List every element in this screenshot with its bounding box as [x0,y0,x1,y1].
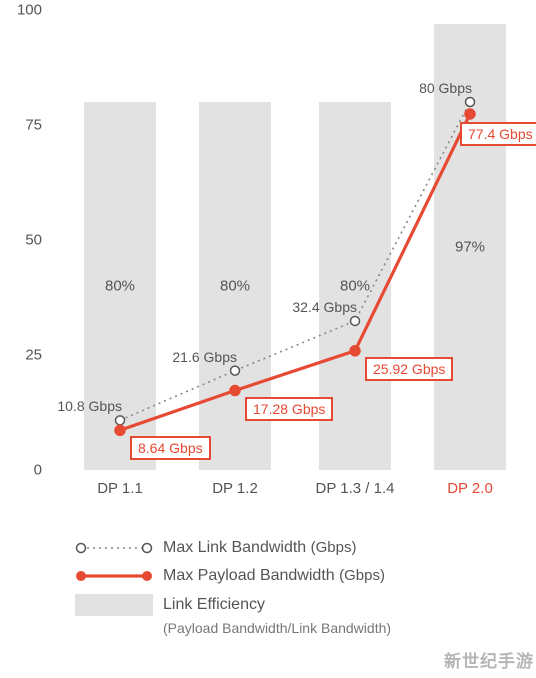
link-bandwidth-label: 32.4 Gbps [292,299,357,315]
link-bandwidth-label: 80 Gbps [419,80,472,96]
legend-payload-label: Max Payload Bandwidth [163,567,335,584]
legend-link-label: Max Link Bandwidth [163,539,306,556]
x-category: DP 1.2 [212,480,258,497]
y-tick: 75 [25,117,42,134]
payload-bandwidth-label: 17.28 Gbps [245,397,333,421]
y-tick: 50 [25,232,42,249]
legend-item-efficiency: Link Efficiency [75,594,515,616]
legend: Max Link Bandwidth (Gbps) Max Payload Ba… [75,530,515,636]
chart-area: 80%80%80%97% 10.8 Gbps21.6 Gbps32.4 Gbps… [55,10,515,470]
watermark: 新世纪手游 [444,647,534,672]
legend-payload-swatch [75,566,153,586]
legend-link-units: (Gbps) [311,539,357,556]
legend-item-payload: Max Payload Bandwidth (Gbps) [75,566,515,586]
link-bandwidth-label: 10.8 Gbps [57,398,122,414]
x-category: DP 2.0 [447,480,493,497]
legend-efficiency-sub: (Payload Bandwidth/Link Bandwidth) [163,620,515,636]
x-category: DP 1.3 / 1.4 [316,480,395,497]
y-axis-labels: 0255075100 [0,0,50,470]
x-axis-labels: DP 1.1 DP 1.2 DP 1.3 / 1.4 DP 2.0 [55,475,515,500]
link-bandwidth-label: 21.6 Gbps [172,349,237,365]
payload-bandwidth-label: 25.92 Gbps [365,357,453,381]
legend-item-link: Max Link Bandwidth (Gbps) [75,538,515,558]
payload-bandwidth-label: 77.4 Gbps [460,122,536,146]
payload-bandwidth-label: 8.64 Gbps [130,436,211,460]
legend-payload-units: (Gbps) [339,567,385,584]
y-tick: 25 [25,347,42,364]
y-tick: 100 [17,2,42,19]
legend-efficiency-swatch [75,594,153,616]
legend-link-swatch [75,538,153,558]
legend-efficiency-label: Link Efficiency [163,596,265,613]
x-category: DP 1.1 [97,480,143,497]
y-tick: 0 [34,462,42,479]
